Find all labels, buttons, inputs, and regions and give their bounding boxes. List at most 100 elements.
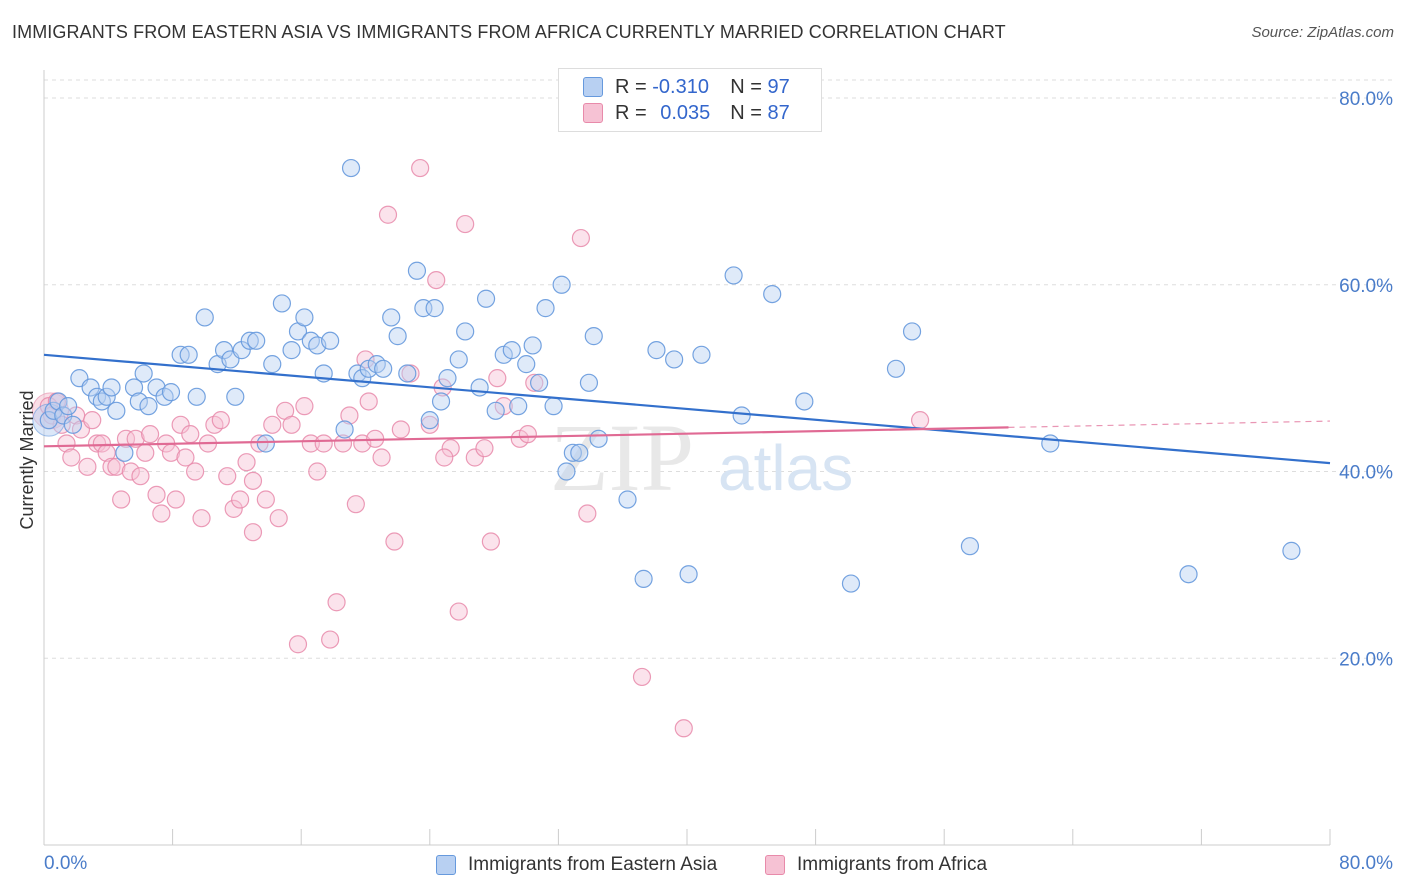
data-point	[763, 284, 782, 304]
data-point	[910, 411, 930, 430]
data-point	[346, 495, 365, 514]
data-point	[243, 471, 263, 490]
data-point	[578, 504, 597, 523]
data-point	[579, 373, 599, 392]
data-point	[530, 373, 549, 392]
data-point	[841, 574, 861, 593]
data-point	[186, 462, 205, 481]
data-point	[374, 359, 393, 378]
data-point	[231, 490, 250, 509]
legend-r-label: R =	[615, 75, 647, 98]
data-point	[359, 392, 378, 411]
data-point	[161, 383, 181, 402]
data-point	[139, 397, 158, 416]
data-point	[282, 415, 301, 434]
data-point	[134, 364, 153, 383]
data-point	[335, 420, 354, 439]
data-point	[218, 467, 237, 486]
data-point	[456, 214, 475, 234]
data-point	[470, 378, 489, 397]
data-point	[425, 299, 444, 318]
data-point	[295, 308, 314, 327]
data-point	[665, 350, 684, 369]
data-point	[385, 532, 404, 551]
data-point	[523, 336, 542, 355]
data-point	[301, 434, 320, 453]
x-tick-label: 0.0%	[44, 853, 87, 874]
data-point	[166, 490, 185, 509]
legend-swatch-blue	[583, 77, 603, 97]
legend-item-africa: Immigrants from Africa	[765, 852, 987, 878]
data-point	[724, 266, 743, 285]
data-point	[647, 341, 666, 360]
data-point	[589, 429, 608, 448]
data-point	[269, 509, 288, 528]
data-point	[240, 331, 259, 350]
data-point	[179, 345, 198, 364]
data-point	[536, 299, 555, 318]
legend-swatch-pink	[583, 103, 603, 123]
data-point	[465, 448, 484, 467]
data-point	[449, 350, 468, 369]
chart-title: IMMIGRANTS FROM EASTERN ASIA VS IMMIGRAN…	[12, 22, 1006, 42]
data-point	[456, 322, 475, 341]
data-point	[211, 411, 230, 430]
data-point	[441, 439, 460, 458]
data-point	[224, 499, 243, 518]
data-point	[295, 397, 314, 416]
data-point	[87, 434, 107, 453]
y-tick-label: 20.0%	[1339, 649, 1393, 670]
data-point	[263, 415, 282, 434]
data-point	[57, 434, 76, 453]
data-point	[226, 387, 245, 406]
data-point	[340, 406, 359, 425]
data-point	[250, 434, 269, 453]
legend-r-value: 0.035	[660, 101, 711, 124]
data-point	[902, 322, 922, 341]
data-point	[481, 532, 500, 551]
data-point	[54, 406, 73, 425]
data-point	[81, 378, 100, 397]
data-point	[308, 462, 327, 481]
axes	[43, 70, 1331, 846]
data-point	[171, 415, 190, 434]
data-point	[39, 411, 58, 430]
data-point	[795, 392, 814, 411]
data-point	[83, 411, 102, 430]
data-point	[634, 569, 653, 588]
legend-series-name: Immigrants from Eastern Asia	[468, 854, 718, 875]
data-point	[78, 457, 97, 476]
data-point	[382, 308, 401, 327]
data-point	[49, 392, 68, 411]
legend-n-value: 97	[767, 75, 790, 98]
data-point	[525, 373, 544, 392]
data-point	[886, 359, 906, 378]
data-point	[187, 387, 206, 406]
data-point	[256, 434, 275, 453]
data-point	[59, 397, 78, 416]
data-point	[674, 719, 693, 738]
y-tick-label: 60.0%	[1339, 276, 1393, 297]
tick-labels: 20.0% 40.0% 60.0% 80.0% 0.0% 80.0%	[44, 89, 1393, 874]
data-point	[102, 378, 121, 397]
data-point	[341, 158, 361, 178]
data-point	[126, 429, 145, 448]
data-point	[63, 415, 83, 434]
data-point	[107, 401, 126, 420]
data-point	[44, 401, 63, 420]
eastern-asia-points	[32, 158, 1301, 593]
legend-r-value: -0.310	[652, 75, 709, 98]
legend-n-label: N =	[730, 101, 762, 124]
data-point	[618, 490, 637, 509]
data-point	[195, 308, 214, 327]
data-point	[632, 667, 652, 687]
data-point	[420, 411, 439, 430]
data-point	[192, 509, 211, 528]
legend-swatch-blue	[436, 855, 456, 875]
data-point	[435, 448, 454, 467]
x-tick-label: 80.0%	[1339, 853, 1393, 874]
data-point	[176, 448, 195, 467]
data-point	[124, 378, 144, 397]
data-point	[243, 523, 263, 542]
